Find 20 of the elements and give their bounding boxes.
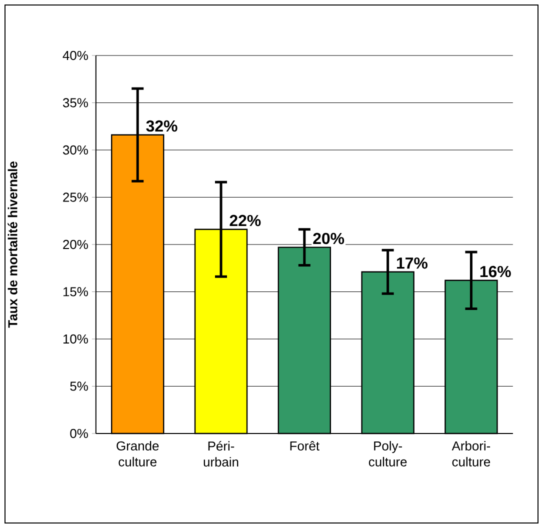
y-tick-label: 10% bbox=[63, 334, 88, 344]
data-label: 17% bbox=[397, 257, 428, 269]
y-tick-label: 40% bbox=[62, 50, 88, 60]
y-tick-label: 35% bbox=[62, 98, 88, 108]
x-tick-label: Péri-urbain bbox=[204, 441, 238, 467]
y-axis-title: Taux de mortalité hivernale bbox=[8, 162, 18, 328]
y-tick-label: 25% bbox=[63, 192, 88, 202]
x-tick-label: Arbori-culture bbox=[452, 441, 490, 466]
y-tick-label: 30% bbox=[62, 145, 88, 155]
y-tick-label: 20% bbox=[63, 240, 88, 250]
y-tick-label: 0% bbox=[70, 428, 88, 438]
y-tick-label: 5% bbox=[70, 382, 88, 391]
data-label: 32% bbox=[146, 120, 178, 132]
data-label: 22% bbox=[230, 214, 261, 226]
x-tick-label: Poly-culture bbox=[368, 441, 407, 466]
x-tick-label: Forêt bbox=[290, 441, 320, 451]
y-tick-label: 15% bbox=[63, 287, 88, 296]
data-label: 16% bbox=[480, 266, 511, 278]
x-tick-label: Grande culture bbox=[116, 441, 159, 466]
data-label: 20% bbox=[313, 232, 344, 244]
